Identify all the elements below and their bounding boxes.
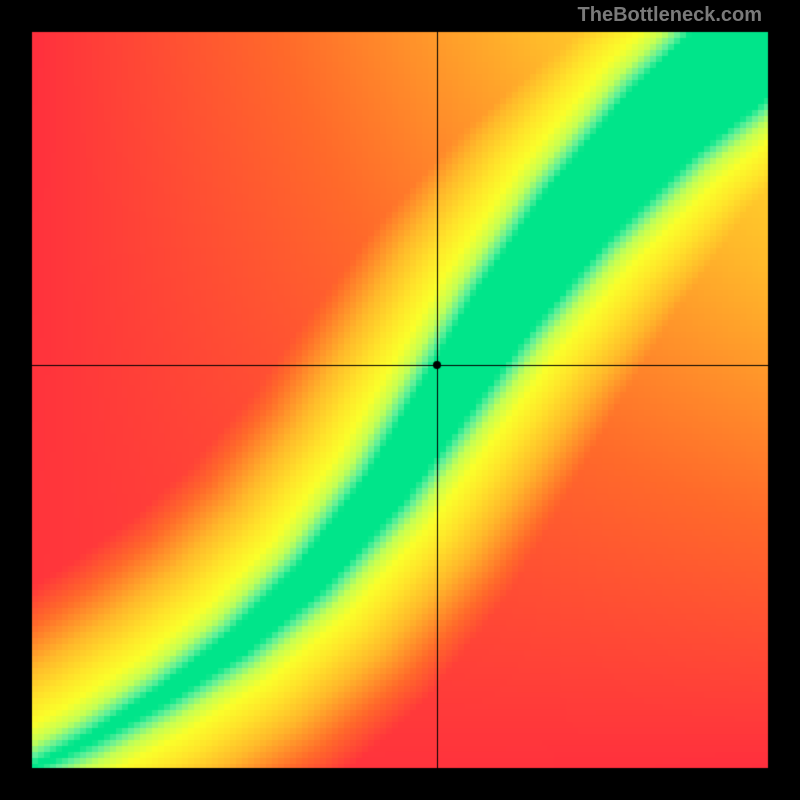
chart-frame: TheBottleneck.com: [0, 0, 800, 800]
heatmap-canvas: [0, 0, 800, 800]
watermark-text: TheBottleneck.com: [578, 4, 762, 27]
